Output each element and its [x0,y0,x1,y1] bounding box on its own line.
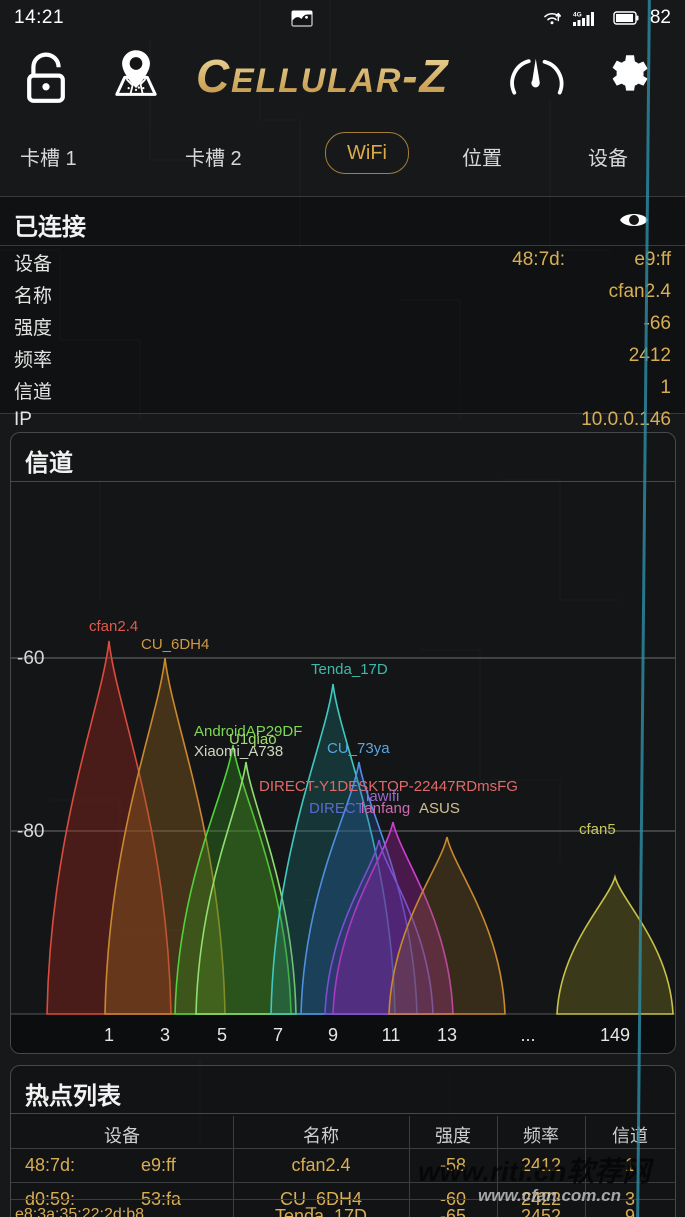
svg-text:9: 9 [328,1025,338,1045]
svg-text:CU_6DH4: CU_6DH4 [141,636,209,653]
svg-text:-60: -60 [17,648,44,669]
svg-text:ASUS: ASUS [419,800,460,817]
svg-text:11: 11 [382,1025,401,1045]
svg-text:cfan5: cfan5 [579,821,616,838]
svg-text:149: 149 [600,1025,630,1045]
svg-text:1: 1 [104,1025,114,1045]
svg-text:Xiaomi_A738: Xiaomi_A738 [194,743,283,760]
svg-text:...: ... [520,1025,535,1045]
svg-text:13: 13 [437,1025,457,1045]
svg-text:4G: 4G [573,12,582,19]
svg-text:CU_73ya: CU_73ya [327,740,390,757]
svg-text:Tenda_17D: Tenda_17D [311,661,388,678]
svg-text:-80: -80 [17,821,44,842]
svg-text:DIRECT: DIRECT [309,800,365,817]
svg-text:7: 7 [273,1025,283,1045]
svg-text:5: 5 [217,1025,227,1045]
svg-text:cfan2.4: cfan2.4 [89,618,138,635]
svg-text:3: 3 [160,1025,170,1045]
svg-text:lanfang: lanfang [361,800,410,817]
